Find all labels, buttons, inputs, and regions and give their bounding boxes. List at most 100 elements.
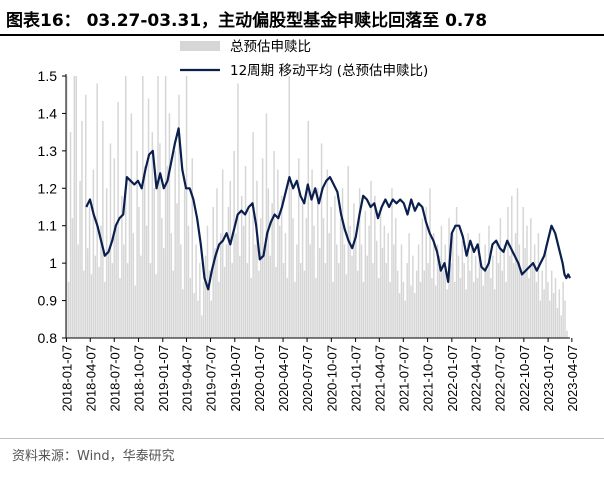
bar — [69, 132, 72, 338]
bar — [109, 143, 112, 338]
bar — [408, 233, 410, 338]
bar — [410, 285, 412, 338]
bar — [562, 281, 564, 338]
x-tick-label: 2020-10-07 — [324, 345, 339, 412]
bar — [86, 248, 89, 338]
bar — [199, 263, 201, 338]
bar — [539, 300, 542, 338]
bar — [402, 281, 405, 338]
bar — [311, 169, 313, 338]
bar — [377, 278, 380, 338]
bar — [143, 165, 146, 338]
bar — [315, 278, 317, 338]
bar — [328, 233, 330, 338]
bar — [381, 248, 384, 338]
bar — [309, 244, 311, 338]
bar — [140, 255, 142, 338]
y-tick-label: 1.4 — [38, 105, 58, 121]
bar — [210, 300, 213, 338]
bar — [518, 244, 521, 338]
bar — [242, 225, 245, 338]
bar — [307, 120, 310, 338]
bar — [480, 263, 483, 338]
bar — [524, 248, 526, 338]
bar — [252, 132, 254, 338]
bar — [183, 188, 186, 338]
bar — [102, 120, 104, 338]
bar — [193, 293, 195, 338]
legend: 总预估申赎比 12周期 移动平均 (总预估申赎比) — [180, 39, 428, 79]
bar — [463, 263, 465, 338]
bar — [427, 263, 429, 338]
bar — [507, 207, 509, 338]
bar — [484, 244, 486, 338]
bar — [159, 143, 161, 338]
bar — [166, 165, 169, 338]
bar — [201, 315, 203, 338]
x-tick-label: 2020-04-07 — [276, 345, 291, 412]
bar — [362, 281, 365, 338]
bar — [100, 225, 102, 338]
chart: 0.8 0.9 1 1.1 1.2 1.3 1.4 1.5 2018-01-07 2018-04-… — [38, 39, 580, 412]
bar — [387, 233, 389, 338]
y-tick-label: 1.2 — [38, 180, 58, 196]
bar — [442, 270, 445, 338]
bar — [492, 255, 494, 338]
bar — [138, 207, 140, 338]
x-tick-label: 2021-10-07 — [421, 345, 436, 412]
bar — [172, 270, 174, 338]
bar — [349, 225, 351, 338]
bar — [376, 240, 378, 338]
x-tick-label: 2019-04-07 — [180, 345, 195, 412]
bar — [151, 132, 154, 338]
source-note: 资料来源：Wind，华泰研究 — [12, 449, 175, 464]
bar — [94, 255, 97, 338]
bar — [212, 207, 214, 338]
bar — [294, 281, 296, 338]
bar — [163, 248, 165, 338]
bar — [218, 281, 220, 338]
bar — [495, 240, 498, 338]
bar — [531, 263, 534, 338]
chart-title: 图表16： 03.27-03.31，主动偏股型基金申赎比回落至 0.78 — [6, 11, 488, 31]
bar — [292, 218, 294, 338]
x-tick-label: 2021-04-07 — [372, 345, 387, 412]
bar — [554, 278, 557, 338]
bar — [550, 270, 553, 338]
bar — [147, 98, 150, 339]
bar — [301, 203, 304, 338]
bar — [178, 94, 180, 339]
bar — [248, 210, 251, 338]
bar — [446, 289, 448, 338]
bar — [250, 278, 252, 338]
bar — [223, 266, 226, 338]
bar — [549, 300, 551, 338]
bar — [370, 180, 372, 338]
bar — [393, 244, 395, 338]
bar — [436, 244, 439, 338]
bar — [414, 293, 416, 338]
bar — [419, 281, 422, 338]
bar — [231, 263, 233, 338]
bar — [455, 207, 458, 338]
bar — [176, 203, 178, 338]
bar — [197, 300, 199, 338]
bar — [214, 248, 216, 338]
bar — [128, 180, 131, 338]
bar — [271, 203, 273, 338]
bar — [269, 255, 271, 338]
bar — [258, 270, 260, 338]
bar — [520, 270, 523, 338]
bar — [254, 244, 256, 338]
bar — [204, 255, 207, 338]
bar — [337, 263, 340, 338]
bar — [164, 76, 167, 338]
bar — [77, 244, 79, 338]
bar — [444, 244, 446, 338]
bar — [277, 169, 279, 338]
bar — [96, 83, 98, 338]
bar — [187, 225, 190, 338]
bar — [261, 158, 264, 338]
bar — [332, 281, 334, 338]
bar — [499, 218, 502, 338]
